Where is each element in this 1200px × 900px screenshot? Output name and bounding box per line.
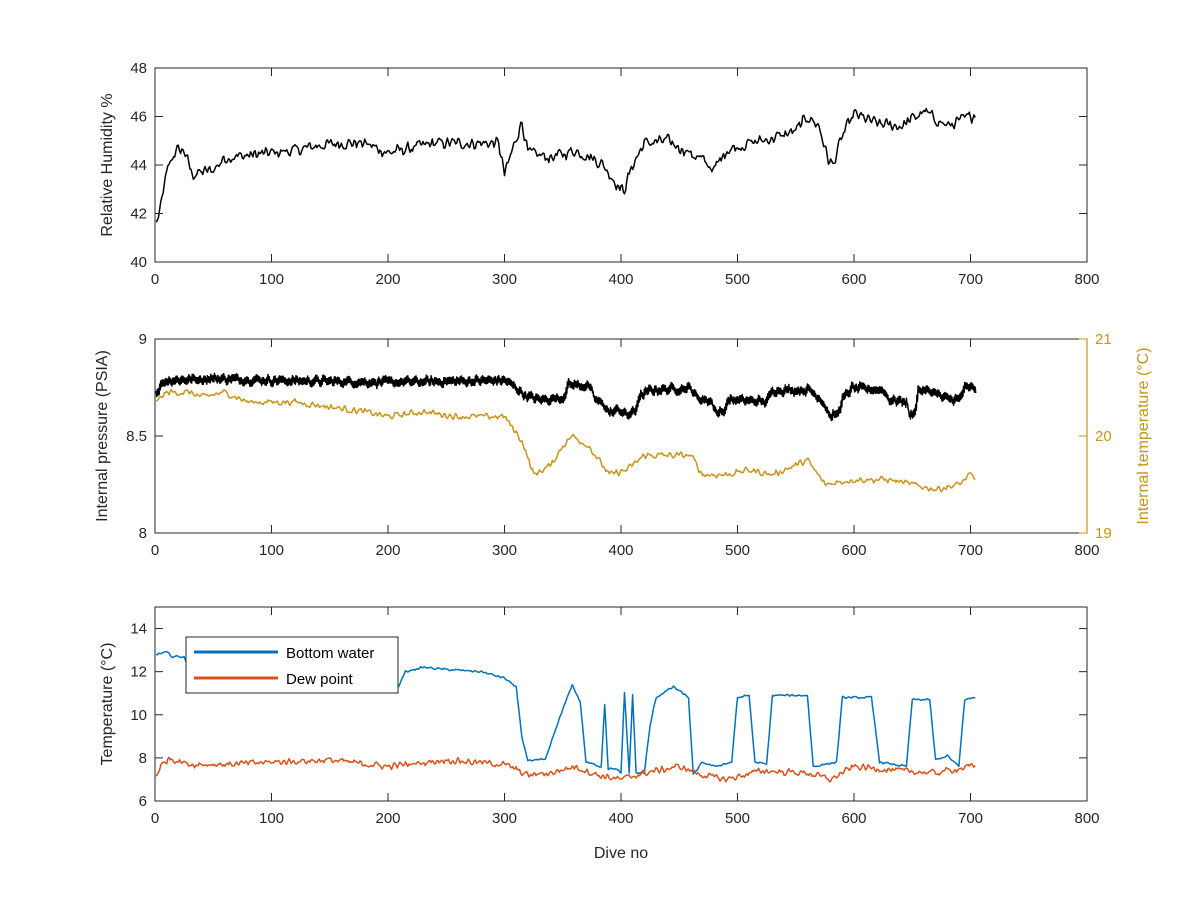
- x-tick-label: 500: [725, 271, 750, 288]
- series-line-series-0: [155, 372, 977, 422]
- x-tick-label: 100: [259, 810, 284, 827]
- x-tick-label: 0: [151, 810, 159, 827]
- x-tick-label: 100: [259, 271, 284, 288]
- series-layer: [155, 372, 977, 493]
- x-tick-label: 400: [608, 542, 633, 559]
- y-tick-label-right: 21: [1095, 331, 1112, 348]
- x-tick-label: 200: [375, 271, 400, 288]
- y-tick-label: 40: [130, 254, 147, 271]
- x-tick-label: 700: [958, 271, 983, 288]
- x-tick-label: 300: [492, 810, 517, 827]
- x-tick-label: 100: [259, 542, 284, 559]
- y-tick-label: 10: [130, 707, 147, 724]
- x-tick-label: 0: [151, 542, 159, 559]
- subplot-pressure: 0 100 200 300 400 500 600 700 800 8 8.5 9 19 20 21 Int…: [94, 331, 1152, 559]
- x-tick-label: 400: [608, 271, 633, 288]
- tick-layer: 0 100 200 300 400 500 600 700 800 6 8 10 12 14: [130, 607, 1100, 827]
- legend-label-bottom-water: Bottom water: [286, 645, 374, 662]
- y-tick-label: 9: [139, 331, 147, 348]
- x-tick-label: 300: [492, 271, 517, 288]
- y-tick-label: 8: [139, 750, 147, 767]
- y-axis-label: Internal pressure (PSIA): [94, 350, 111, 522]
- y-axis-label: Temperature (°C): [99, 643, 116, 766]
- y-axis-label-right: Internal temperature (°C): [1135, 347, 1152, 524]
- x-tick-label: 700: [958, 810, 983, 827]
- y-tick-label-right: 20: [1095, 428, 1112, 445]
- series-line-dew-point: [155, 756, 976, 783]
- y-tick-label: 8: [139, 525, 147, 542]
- y-tick-label: 14: [130, 621, 147, 638]
- x-tick-label: 800: [1074, 810, 1099, 827]
- series-line-series-0: [155, 107, 976, 223]
- x-tick-label: 600: [841, 271, 866, 288]
- x-tick-label: 600: [841, 542, 866, 559]
- subplot-temperature: 0 100 200 300 400 500 600 700 800 6 8 10 12 14 Temper…: [99, 606, 1100, 862]
- legend: Bottom water Dew point: [185, 636, 399, 694]
- tick-layer: 0 100 200 300 400 500 600 700 800 40 42 44 46 48: [130, 60, 1099, 288]
- x-tick-label: 500: [725, 810, 750, 827]
- tick-layer: 0 100 200 300 400 500 600 700 800 8 8.5 9 19 20 21: [126, 331, 1112, 559]
- x-tick-label: 200: [375, 810, 400, 827]
- x-tick-label: 300: [492, 542, 517, 559]
- subplot-humidity: 0 100 200 300 400 500 600 700 800 40 42 44 46 48 Rela…: [99, 60, 1100, 288]
- x-tick-label: 700: [958, 542, 983, 559]
- x-tick-label: 400: [608, 810, 633, 827]
- x-tick-label: 500: [725, 542, 750, 559]
- x-tick-label: 0: [151, 271, 159, 288]
- y-tick-label: 8.5: [126, 428, 147, 445]
- x-tick-label: 200: [375, 542, 400, 559]
- y-tick-label: 6: [139, 793, 147, 810]
- x-tick-label: 800: [1074, 271, 1099, 288]
- y-tick-label: 12: [130, 664, 147, 681]
- y-tick-label: 48: [130, 60, 147, 77]
- legend-label-dew-point: Dew point: [286, 671, 354, 688]
- series-line-series-1: [156, 388, 976, 493]
- legend-box: [185, 636, 399, 694]
- y-tick-label: 42: [130, 206, 147, 223]
- y-axis-label: Relative Humidity %: [99, 93, 116, 236]
- x-tick-label: 600: [841, 810, 866, 827]
- y-tick-label: 46: [130, 109, 147, 126]
- series-layer: [155, 107, 976, 223]
- x-axis-label: Dive no: [594, 845, 648, 862]
- y-tick-label: 44: [130, 157, 147, 174]
- y-tick-label-right: 19: [1095, 525, 1112, 542]
- x-tick-label: 800: [1074, 542, 1099, 559]
